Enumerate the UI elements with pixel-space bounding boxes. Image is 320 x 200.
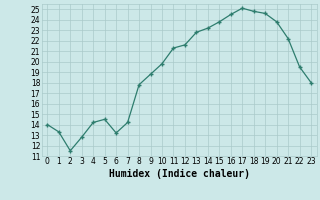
X-axis label: Humidex (Indice chaleur): Humidex (Indice chaleur) xyxy=(109,169,250,179)
